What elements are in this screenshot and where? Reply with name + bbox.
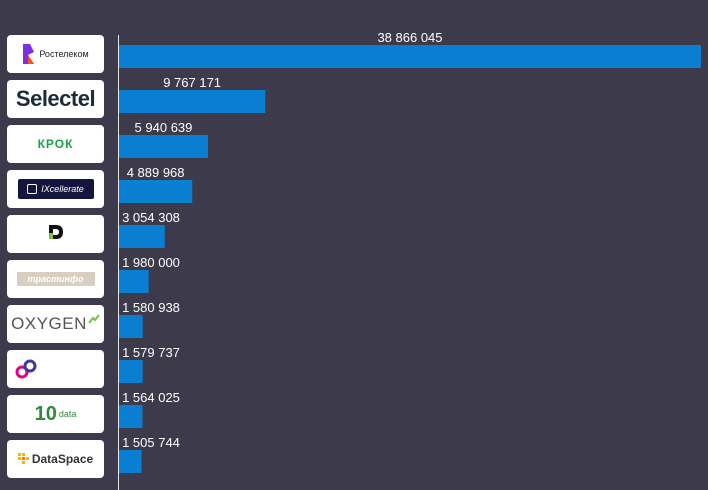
link-logo-icon: [15, 359, 36, 379]
d-logo-icon: [48, 225, 63, 239]
oxygen-arrow-icon: [88, 314, 100, 324]
logo-card-dataspace: DataSpace: [7, 440, 104, 478]
dataspace-dots-icon: [17, 453, 29, 464]
logo-card-selectel: Selectel: [7, 80, 104, 118]
y-axis-line: [118, 35, 119, 490]
dataspace-logo-text: DataSpace: [31, 452, 94, 466]
trastinfo-logo-text: трастинфо: [27, 274, 84, 284]
bar-5: [119, 270, 149, 293]
logo-card-oxygen: OXYGEN: [7, 305, 104, 343]
ixcellerate-logo-badge: IXcellerate: [17, 179, 94, 199]
logo-card-trastinfo: трастинфо: [7, 260, 104, 298]
ixcellerate-logo-text: IXcellerate: [41, 184, 84, 194]
trastinfo-logo-badge: трастинфо: [16, 272, 95, 286]
value-label-0: 38 866 045: [377, 30, 442, 45]
value-label-8: 1 564 025: [122, 390, 180, 405]
logo-card-ixcellerate: IXcellerate: [7, 170, 104, 208]
logo-card-krok: КРОК: [7, 125, 104, 163]
value-label-2: 5 940 639: [135, 120, 193, 135]
logo-card-link: [7, 350, 104, 388]
value-label-5: 1 980 000: [122, 255, 180, 270]
value-label-1: 9 767 171: [163, 75, 221, 90]
bar-0: [119, 45, 701, 68]
selectel-logo-text: Selectel: [15, 86, 96, 111]
ten-years-mark-icon: 10: [34, 403, 57, 425]
value-label-6: 1 580 938: [122, 300, 180, 315]
value-label-4: 3 054 308: [122, 210, 180, 225]
bar-9: [119, 450, 142, 473]
bar-1: [119, 90, 266, 113]
logo-card-d: [7, 215, 104, 253]
krok-logo-text: КРОК: [37, 137, 74, 151]
bar-6: [119, 315, 143, 338]
value-label-7: 1 579 737: [122, 345, 180, 360]
10-data-logo-text: data: [58, 409, 77, 419]
bar-4: [119, 225, 165, 248]
bar-2: [119, 135, 208, 158]
ixcellerate-mark-icon: [27, 184, 38, 194]
rostelecom-logo-icon: [23, 44, 35, 64]
rostelecom-logo-text: Ростелеком: [39, 49, 89, 59]
value-label-9: 1 505 744: [122, 435, 180, 450]
oxygen-logo-text: OXYGEN: [11, 314, 87, 333]
bar-8: [119, 405, 143, 428]
value-label-3: 4 889 968: [127, 165, 185, 180]
bar-7: [119, 360, 143, 383]
bar-3: [119, 180, 193, 203]
logo-card-10-data: 10 data: [7, 395, 104, 433]
logo-card-rostelecom: Ростелеком: [7, 35, 104, 73]
